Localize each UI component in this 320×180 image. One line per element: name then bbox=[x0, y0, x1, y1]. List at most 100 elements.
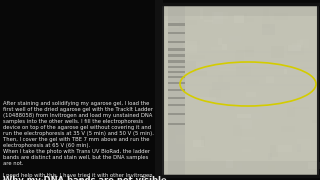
Bar bbox=[216, 159, 222, 169]
Bar bbox=[248, 113, 262, 120]
Bar bbox=[168, 41, 185, 43]
Bar bbox=[218, 75, 223, 82]
Bar bbox=[271, 46, 284, 58]
Bar bbox=[193, 140, 204, 147]
Bar bbox=[233, 125, 242, 136]
Bar bbox=[187, 67, 314, 69]
Bar bbox=[211, 47, 222, 50]
Bar bbox=[169, 169, 173, 177]
Bar bbox=[292, 43, 300, 51]
Bar bbox=[220, 66, 236, 71]
Bar bbox=[187, 40, 201, 45]
Bar bbox=[168, 54, 185, 57]
Bar bbox=[247, 18, 254, 22]
Bar bbox=[165, 21, 179, 28]
Bar bbox=[187, 75, 314, 77]
Bar bbox=[268, 165, 275, 170]
Bar bbox=[246, 92, 256, 97]
Bar bbox=[168, 23, 185, 26]
Bar bbox=[201, 136, 205, 146]
Bar bbox=[218, 38, 221, 45]
Bar bbox=[226, 160, 233, 168]
Bar bbox=[163, 161, 318, 176]
Bar bbox=[297, 144, 301, 152]
Bar bbox=[207, 139, 209, 141]
Bar bbox=[155, 0, 163, 180]
Bar bbox=[237, 114, 251, 118]
Bar bbox=[166, 128, 175, 139]
Bar bbox=[168, 48, 185, 51]
Bar bbox=[168, 60, 185, 63]
Bar bbox=[308, 71, 320, 80]
Bar bbox=[237, 163, 242, 172]
Bar bbox=[168, 89, 185, 91]
Bar bbox=[300, 39, 308, 48]
Bar bbox=[168, 104, 185, 107]
Bar bbox=[273, 92, 277, 95]
Bar bbox=[168, 76, 185, 78]
Bar bbox=[262, 24, 275, 35]
Bar bbox=[236, 50, 254, 53]
Bar bbox=[270, 145, 278, 157]
Bar bbox=[189, 55, 205, 59]
Bar bbox=[199, 96, 216, 100]
Text: After staining and solidifying my agarose gel, I load the
first well of the drie: After staining and solidifying my agaros… bbox=[3, 101, 154, 180]
Bar bbox=[234, 15, 244, 23]
Text: Why my DNA bands are not visible
but my TrackIt Invitrogen ladder
bands are afte: Why my DNA bands are not visible but my … bbox=[3, 176, 181, 180]
Bar bbox=[186, 20, 197, 25]
Bar bbox=[281, 126, 295, 132]
Bar bbox=[163, 4, 318, 16]
Bar bbox=[212, 82, 230, 90]
Bar bbox=[176, 135, 185, 144]
Bar bbox=[293, 107, 309, 109]
Bar bbox=[284, 69, 287, 74]
Bar bbox=[228, 100, 235, 110]
Bar bbox=[168, 71, 185, 73]
Bar bbox=[187, 84, 314, 86]
Bar bbox=[185, 61, 196, 72]
Bar bbox=[236, 66, 251, 76]
Bar bbox=[259, 171, 269, 176]
Bar bbox=[200, 8, 203, 19]
Bar bbox=[168, 4, 185, 176]
Bar bbox=[163, 4, 318, 176]
Bar bbox=[220, 133, 225, 139]
Bar bbox=[241, 137, 255, 140]
Bar bbox=[297, 40, 303, 47]
Bar bbox=[246, 80, 259, 84]
Bar bbox=[182, 41, 197, 53]
Bar bbox=[312, 120, 317, 123]
Bar bbox=[261, 104, 275, 107]
Bar bbox=[242, 149, 251, 152]
Bar bbox=[266, 76, 274, 83]
Bar bbox=[168, 113, 185, 115]
Bar bbox=[222, 44, 227, 50]
Bar bbox=[250, 34, 265, 44]
Bar bbox=[196, 158, 211, 161]
Bar bbox=[244, 13, 247, 22]
Bar bbox=[297, 93, 300, 102]
Bar bbox=[235, 51, 244, 63]
Bar bbox=[268, 153, 272, 160]
Bar bbox=[216, 60, 223, 63]
Bar bbox=[168, 32, 185, 34]
Bar bbox=[303, 43, 307, 52]
Bar bbox=[296, 117, 311, 129]
Bar bbox=[287, 45, 304, 55]
Bar bbox=[168, 82, 185, 84]
Bar bbox=[276, 145, 292, 152]
Bar bbox=[168, 96, 185, 99]
Bar bbox=[163, 4, 318, 176]
Bar bbox=[263, 8, 269, 17]
Bar bbox=[187, 51, 314, 53]
Bar bbox=[240, 120, 252, 129]
Bar bbox=[168, 123, 185, 125]
Bar bbox=[229, 36, 241, 42]
Bar bbox=[308, 162, 320, 169]
Bar bbox=[297, 139, 311, 150]
Bar bbox=[212, 12, 223, 24]
Bar bbox=[187, 60, 314, 62]
Bar bbox=[210, 89, 221, 98]
Bar bbox=[262, 17, 270, 28]
Bar bbox=[189, 71, 206, 76]
